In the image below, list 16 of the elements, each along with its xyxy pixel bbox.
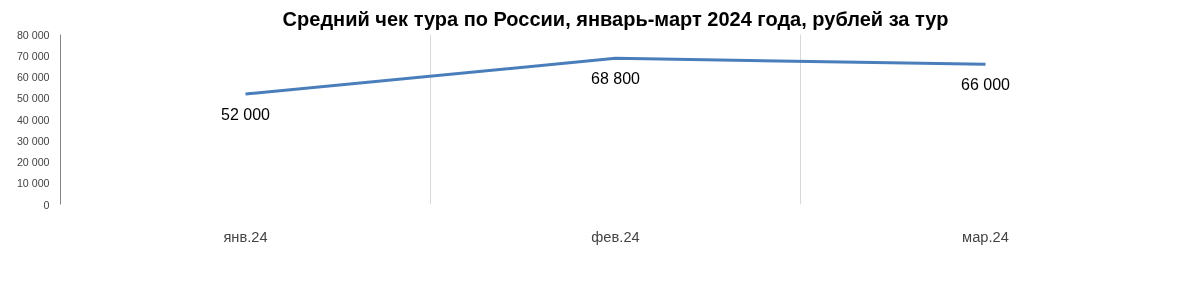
data-label: 52 000 xyxy=(221,106,271,123)
y-tick-label: 30 000 xyxy=(16,134,50,147)
x-tick-label: фев.24 xyxy=(591,228,640,245)
chart-title: Средний чек тура по России, январь-март 2024 года, рублей за тур xyxy=(282,7,949,30)
y-tick-label: 70 000 xyxy=(16,49,50,62)
data-label: 68 800 xyxy=(591,70,641,88)
x-tick-label: мар.24 xyxy=(962,228,1009,245)
data-label: 66 000 xyxy=(961,76,1011,94)
x-tick-label: янв.24 xyxy=(223,228,268,245)
y-tick-label: 40 000 xyxy=(16,113,50,126)
y-tick-label: 50 000 xyxy=(16,92,50,105)
y-tick-label: 80 000 xyxy=(16,28,50,41)
y-tick-label: 60 000 xyxy=(16,71,50,83)
y-tick-label: 20 000 xyxy=(16,156,50,168)
y-tick-label: 10 000 xyxy=(16,177,50,190)
y-tick-label: 0 xyxy=(43,198,50,211)
